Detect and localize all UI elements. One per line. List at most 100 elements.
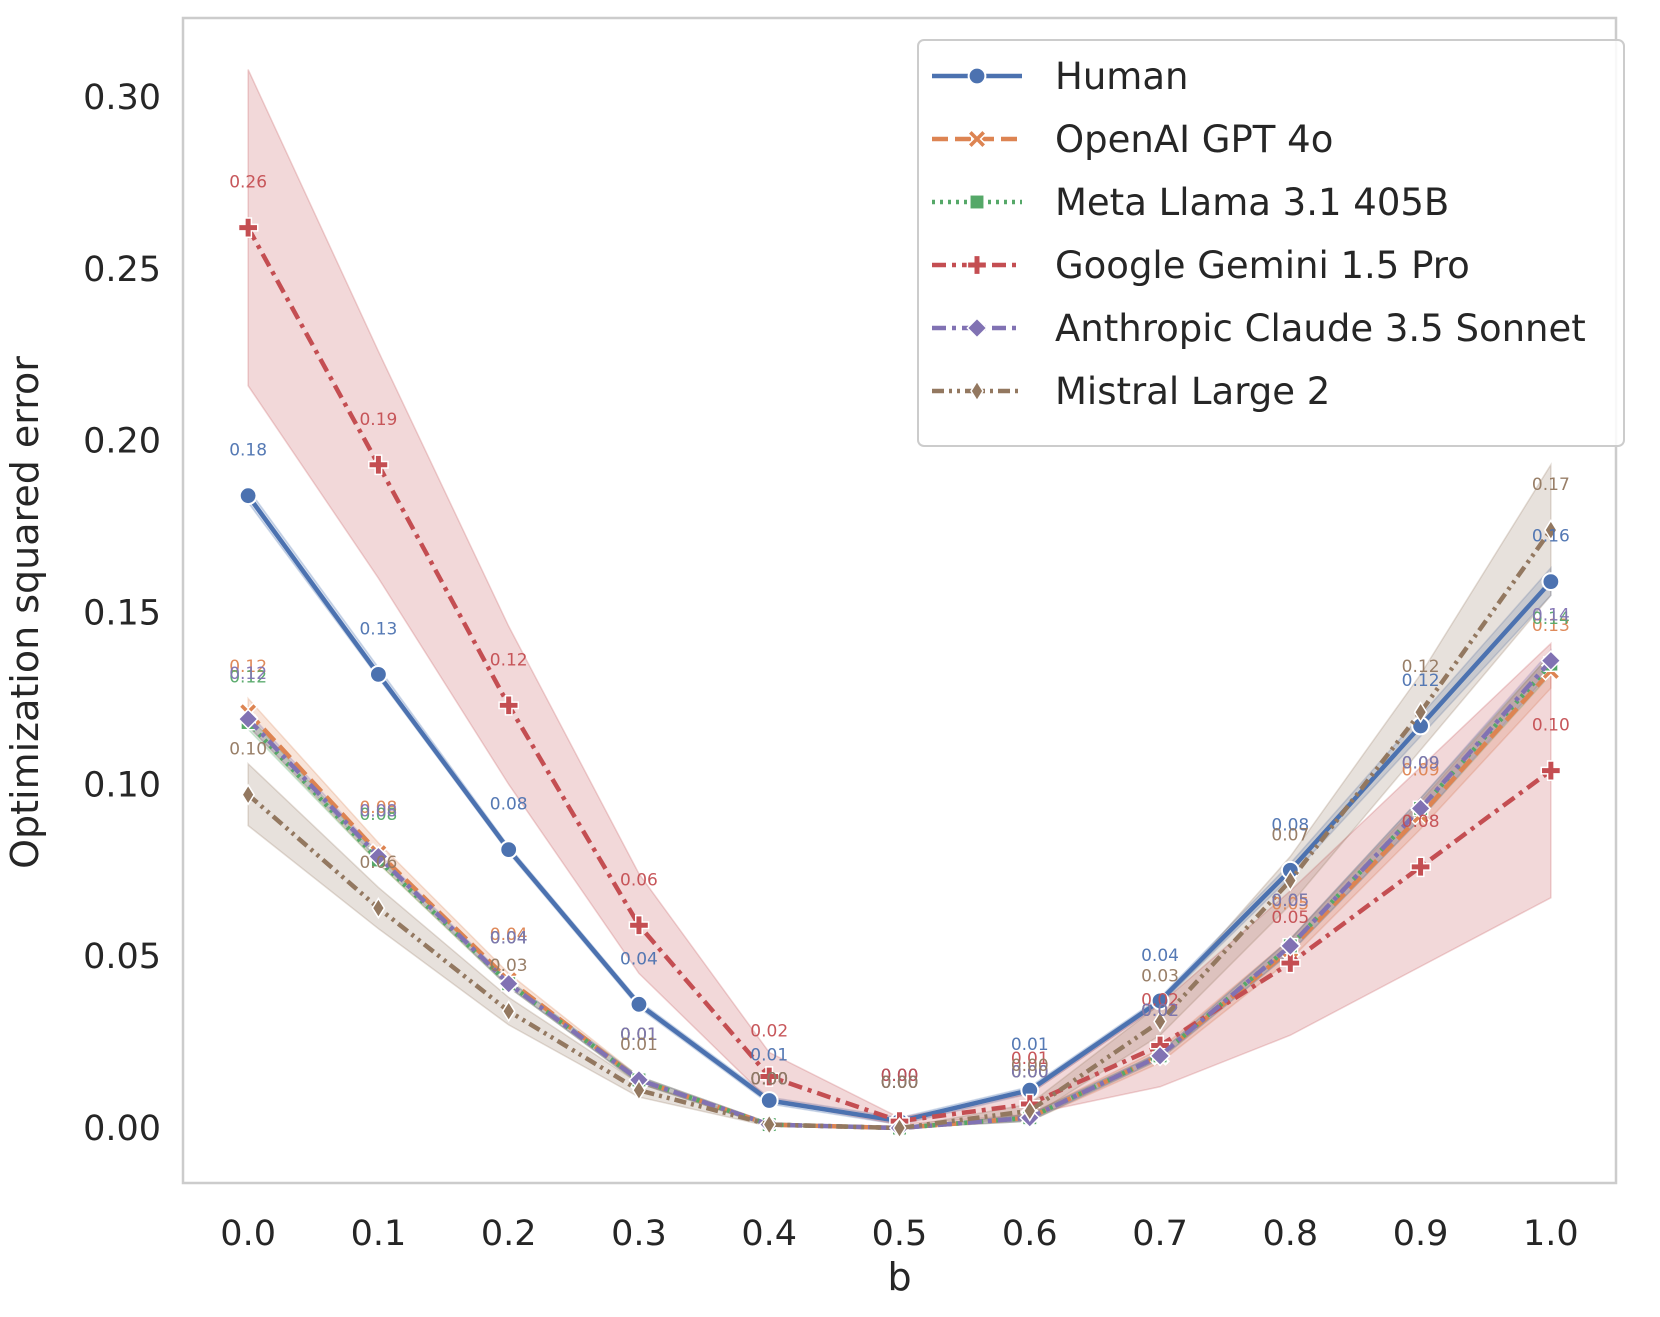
- legend-swatch-marker: [969, 194, 985, 210]
- google-gemini-1-5-pro-point: [1279, 952, 1301, 974]
- openai-gpt-4o-data-label: 0.04: [490, 925, 528, 945]
- x-tick-label: 0.3: [611, 1214, 667, 1254]
- legend-label: Meta Llama 3.1 405B: [1055, 181, 1449, 224]
- meta-llama-3-1-405b-data-label: 0.01: [620, 1025, 658, 1045]
- google-gemini-1-5-pro-data-label: 0.05: [1271, 908, 1309, 928]
- google-gemini-1-5-pro-point: [628, 914, 650, 936]
- human-point: [369, 664, 388, 684]
- openai-gpt-4o-data-label: 0.00: [881, 1073, 919, 1093]
- anthropic-claude-3-5-sonnet-data-label: 0.09: [1402, 753, 1440, 773]
- anthropic-claude-3-5-sonnet-data-label: 0.08: [359, 802, 397, 822]
- x-tick-label: 0.5: [872, 1214, 928, 1254]
- mistral-large-2-data-label: 0.12: [1402, 657, 1440, 677]
- human-point: [1150, 991, 1170, 1011]
- mistral-large-2-data-label: 0.03: [490, 956, 528, 976]
- legend-item-openai-gpt-4o: OpenAI GPT 4o: [932, 118, 1333, 161]
- anthropic-claude-3-5-sonnet-point: [1409, 797, 1432, 820]
- meta-llama-3-1-405b-data-label: 0.00: [750, 1070, 788, 1090]
- mistral-large-2-point: [1543, 519, 1558, 542]
- mistral-large-2-point: [892, 1116, 907, 1140]
- mistral-large-2-point: [501, 1000, 516, 1023]
- google-gemini-1-5-pro-data-label: 0.01: [1011, 1049, 1049, 1069]
- legend-item-google-gemini-1-5-pro: Google Gemini 1.5 Pro: [932, 244, 1470, 287]
- google-gemini-1-5-pro-data-label: 0.08: [1402, 812, 1440, 832]
- legend-swatch-marker: [966, 317, 988, 339]
- openai-gpt-4o-data-label: 0.00: [1011, 1063, 1049, 1083]
- anthropic-claude-3-5-sonnet-point: [237, 708, 259, 730]
- human-point: [238, 486, 258, 506]
- y-tick-label: 0.25: [83, 250, 161, 290]
- google-gemini-1-5-pro-confidence-band: [247, 69, 1552, 1126]
- anthropic-claude-3-5-sonnet-data-label: 0.05: [1271, 891, 1309, 911]
- x-axis-label: b: [887, 1255, 911, 1299]
- google-gemini-1-5-pro-point: [1410, 856, 1431, 878]
- google-gemini-1-5-pro-data-label: 0.12: [490, 650, 528, 670]
- anthropic-claude-3-5-sonnet-data-label: 0.00: [1011, 1063, 1049, 1083]
- legend-swatch-marker: [966, 254, 988, 276]
- mistral-large-2-point: [1283, 869, 1298, 892]
- anthropic-claude-3-5-sonnet-point: [1149, 1045, 1171, 1067]
- openai-gpt-4o-data-label: 0.08: [359, 798, 397, 818]
- human-point: [759, 1091, 779, 1110]
- legend-swatch-marker: [966, 128, 988, 150]
- human-data-label: 0.18: [229, 441, 267, 461]
- anthropic-claude-3-5-sonnet-data-label: 0.12: [229, 664, 267, 684]
- anthropic-claude-3-5-sonnet-data-label: 0.00: [750, 1070, 788, 1090]
- y-tick-label: 0.20: [83, 422, 161, 462]
- x-tick-label: 1.0: [1523, 1214, 1579, 1254]
- series-lines: [237, 217, 1562, 1140]
- y-tick-label: 0.15: [83, 594, 161, 634]
- google-gemini-1-5-pro-data-label: 0.06: [620, 870, 658, 890]
- human-data-label: 0.08: [1271, 815, 1309, 835]
- human-data-label: 0.16: [1532, 527, 1570, 547]
- legend-box: [917, 39, 1625, 447]
- human-data-label: 0.13: [359, 619, 397, 639]
- mistral-large-2-point: [1413, 701, 1428, 724]
- legend-label: OpenAI GPT 4o: [1055, 118, 1333, 161]
- meta-llama-3-1-405b-data-label: 0.08: [359, 805, 397, 825]
- openai-gpt-4o-data-label: 0.09: [1402, 760, 1440, 780]
- legend-label: Google Gemini 1.5 Pro: [1055, 244, 1470, 287]
- anthropic-claude-3-5-sonnet-data-label: 0.00: [881, 1073, 919, 1093]
- mistral-large-2-point: [762, 1113, 777, 1136]
- legend-label: Human: [1055, 55, 1188, 98]
- google-gemini-1-5-pro-point: [498, 694, 520, 716]
- y-axis-ticks: 0.00 0.05 0.10 0.15 0.20 0.25 0.30: [83, 78, 161, 1149]
- openai-gpt-4o-data-label: 0.00: [750, 1070, 788, 1090]
- legend: Human OpenAI GPT 4o Meta Llama 3.1 405B Goo…: [917, 39, 1625, 447]
- legend-item-meta-llama-3-1-405b: Meta Llama 3.1 405B: [932, 181, 1449, 224]
- mistral-large-2-data-label: 0.01: [620, 1035, 658, 1055]
- human-point: [499, 840, 519, 860]
- x-tick-label: 0.1: [351, 1214, 407, 1254]
- x-tick-label: 0.8: [1262, 1214, 1318, 1254]
- google-gemini-1-5-pro-data-label: 0.10: [1532, 716, 1570, 736]
- mistral-large-2-data-label: 0.00: [881, 1073, 919, 1093]
- meta-llama-3-1-405b-data-label: 0.02: [1141, 1001, 1179, 1021]
- meta-llama-3-1-405b-data-label: 0.04: [490, 929, 528, 949]
- x-tick-label: 0.2: [481, 1214, 537, 1254]
- y-tick-label: 0.00: [83, 1109, 161, 1149]
- plot-frame: [181, 16, 1618, 1185]
- anthropic-claude-3-5-sonnet-point: [1540, 649, 1562, 672]
- meta-llama-3-1-405b-data-label: 0.09: [1402, 753, 1440, 773]
- mistral-large-2-data-label: 0.10: [229, 740, 267, 760]
- legend-swatch-marker: [970, 379, 984, 403]
- mistral-large-2-point: [632, 1079, 646, 1102]
- x-tick-label: 0.6: [1002, 1214, 1058, 1254]
- mistral-large-2-data-label: 0.17: [1532, 475, 1570, 495]
- legend-swatch-marker: [967, 66, 987, 86]
- google-gemini-1-5-pro-data-label: 0.26: [229, 173, 267, 193]
- anthropic-claude-3-5-sonnet-point: [1279, 935, 1301, 957]
- google-gemini-1-5-pro-data-label: 0.02: [1141, 991, 1179, 1011]
- legend-item-anthropic-claude-3-5-sonnet: Anthropic Claude 3.5 Sonnet: [932, 307, 1586, 350]
- mistral-large-2-point: [371, 897, 386, 920]
- openai-gpt-4o-data-label: 0.01: [620, 1025, 658, 1045]
- human-data-label: 0.04: [1141, 946, 1179, 966]
- mistral-large-2-data-label: 0.00: [1011, 1056, 1049, 1076]
- anthropic-claude-3-5-sonnet-data-label: 0.04: [490, 929, 528, 949]
- anthropic-claude-3-5-sonnet-data-label: 0.02: [1141, 1001, 1179, 1021]
- y-axis-label: Optimization squared error: [3, 356, 47, 869]
- mistral-large-2-line: [246, 528, 1553, 1131]
- google-gemini-1-5-pro-point: [1540, 760, 1562, 781]
- x-axis-ticks: 0.0 0.1 0.2 0.3 0.4 0.5 0.6 0.7 0.8 0.9 1.0: [220, 1214, 1578, 1254]
